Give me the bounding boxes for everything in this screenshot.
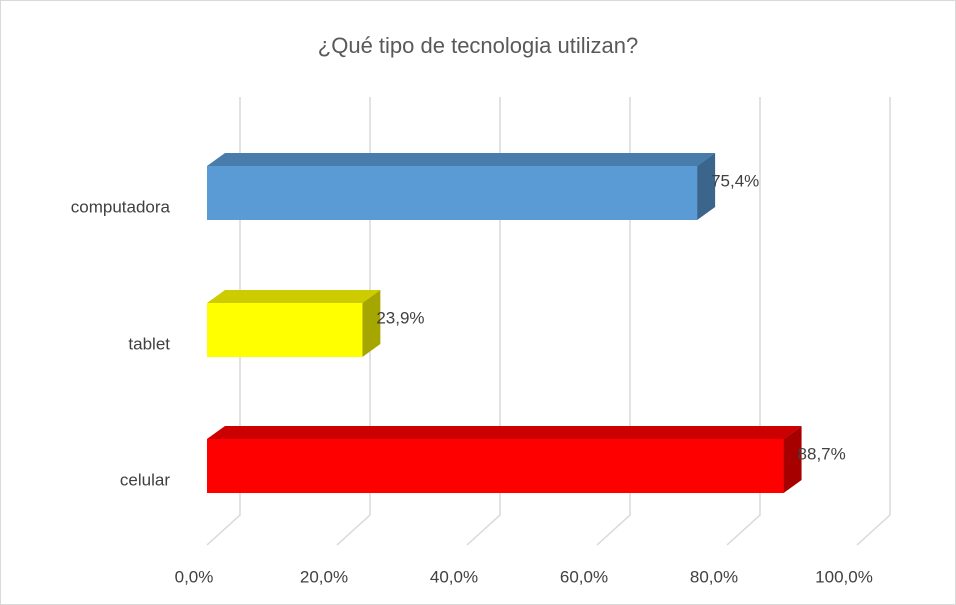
chart-title: ¿Qué tipo de tecnologia utilizan?	[318, 33, 638, 58]
bar	[207, 166, 698, 220]
bar-top-shade	[207, 290, 381, 303]
bar-side-shade	[362, 290, 381, 357]
bar-side	[783, 426, 802, 493]
x-tick-label: 0,0%	[175, 567, 214, 586]
x-tick-label: 80,0%	[690, 567, 738, 586]
grid-line	[726, 97, 761, 546]
grid-line	[336, 97, 371, 546]
bar-top	[207, 426, 802, 439]
bar	[207, 303, 363, 357]
value-label: 75,4%	[711, 171, 759, 190]
value-label: 23,9%	[376, 308, 424, 327]
grid-line	[206, 97, 241, 546]
bar-top	[207, 153, 716, 166]
bar-top-shade	[207, 426, 802, 439]
x-tick-label: 100,0%	[815, 567, 873, 586]
y-tick-label: celular	[120, 470, 170, 489]
value-label: 88,7%	[798, 444, 846, 463]
y-tick-label: computadora	[71, 197, 171, 216]
bar-side	[697, 153, 716, 220]
bar-side	[362, 290, 381, 357]
bar	[207, 439, 784, 493]
x-tick-label: 60,0%	[560, 567, 608, 586]
y-tick-label: tablet	[128, 334, 170, 353]
bar-top-shade	[207, 153, 716, 166]
grid-line	[856, 97, 891, 546]
bar-side-shade	[697, 153, 716, 220]
grid-line	[596, 97, 631, 546]
bar-top	[207, 290, 381, 303]
x-tick-label: 40,0%	[430, 567, 478, 586]
x-tick-label: 20,0%	[300, 567, 348, 586]
grid-line	[466, 97, 501, 546]
bar-side-shade	[783, 426, 802, 493]
